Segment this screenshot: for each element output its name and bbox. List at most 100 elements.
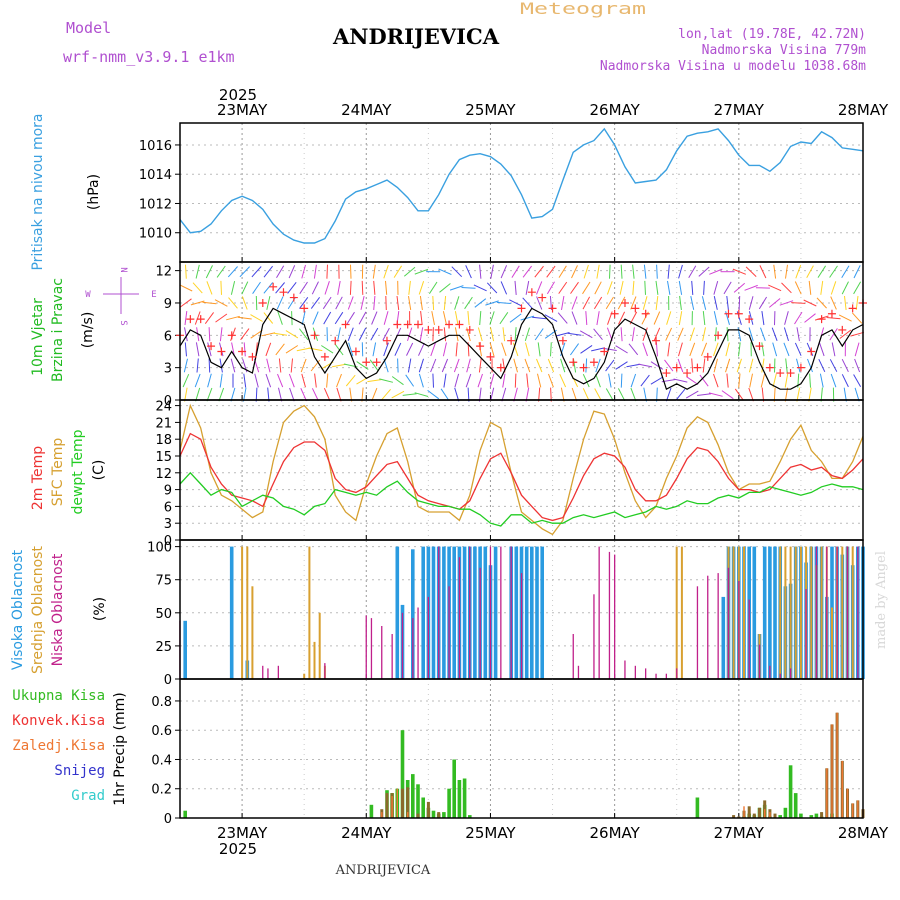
wind-arrow: [266, 295, 271, 310]
wind-gust-mark: [610, 309, 619, 318]
wind-gust-mark: [765, 363, 774, 372]
elevation-label: Nadmorska Visina 779m: [702, 43, 867, 58]
cloud-mid-bar: [784, 546, 787, 679]
wind-arrow: [585, 311, 588, 326]
wind-arrow: [287, 281, 297, 294]
wind-arrow: [567, 332, 582, 336]
cloud-low-bar: [520, 573, 523, 679]
wind-arrow: [442, 311, 447, 326]
wind-arrow: [632, 280, 635, 295]
wind-gust-mark: [238, 347, 247, 356]
wind-arrow: [733, 282, 746, 293]
pressure-panel: 1010 1012 1014 1016: [139, 122, 864, 263]
wind-arrow: [816, 297, 827, 309]
wind-compass: N W E S: [85, 267, 156, 325]
bottom-day-label: 28MAY: [838, 824, 889, 842]
wind-gust-mark: [848, 304, 857, 313]
wind-gust-mark: [289, 293, 298, 302]
wind-arrow: [205, 265, 213, 279]
wind-arrow: [179, 298, 192, 308]
precip-total-bar: [411, 774, 415, 818]
wind-arrow: [347, 296, 354, 310]
wind-gust-mark: [310, 331, 319, 340]
wind-arrow: [373, 295, 376, 310]
wind-gust-mark: [196, 315, 205, 324]
cloud-low-bar: [593, 594, 595, 679]
cloud-low-bar: [381, 626, 383, 679]
wind-arrow: [490, 264, 494, 279]
wind-arrow: [443, 327, 447, 342]
wind-arrow: [360, 295, 365, 310]
wind-arrow: [843, 387, 847, 402]
panel-frame: [179, 261, 864, 401]
wind-gust-mark: [734, 309, 743, 318]
wind-arrow: [275, 282, 285, 294]
wind-arrow: [525, 280, 530, 295]
footer-station: ANDRIJEVICA: [335, 863, 431, 878]
wind-arrow: [546, 265, 556, 278]
model-name: wrf-nmm_v3.9.1 e1km: [63, 48, 235, 66]
wind-arrow: [230, 280, 236, 295]
wind-arrow: [736, 358, 742, 373]
cloud-high-bar: [752, 546, 757, 679]
wind-arrow: [194, 311, 201, 325]
cloud-low-bar: [805, 589, 807, 679]
wind-arrow: [677, 327, 684, 341]
wind-arrow: [605, 388, 614, 401]
wind-gust-mark: [745, 315, 754, 324]
wind-arrow: [477, 327, 483, 342]
wind-arrow: [227, 266, 238, 278]
wind-arrow: [560, 387, 565, 402]
wind-arrow: [853, 374, 862, 387]
cloud-low-bar: [815, 546, 818, 679]
wind-arrow: [301, 373, 306, 388]
wind-arrow: [794, 311, 803, 325]
wind-gust-mark: [817, 315, 826, 324]
wind-arrow: [626, 363, 641, 368]
wind-arrow: [605, 296, 614, 310]
wind-gust-mark: [796, 363, 805, 372]
y-tick-label: 0.8: [151, 695, 172, 710]
wind-arrow: [591, 347, 606, 352]
wind-gust-mark: [589, 358, 598, 367]
wind-arrow: [478, 358, 482, 373]
wind-arrow: [195, 264, 200, 279]
wind-arrow: [709, 268, 723, 275]
wind-arrow: [829, 359, 838, 372]
cloud-mid-bar: [794, 546, 797, 679]
wind-arrow: [734, 388, 744, 401]
wind-arrow: [804, 313, 816, 323]
wind-gust-mark: [517, 304, 526, 313]
wind-arrow: [418, 342, 425, 356]
wind-arrow: [571, 387, 578, 402]
wind-arrow: [179, 284, 193, 292]
wind-arrow: [514, 280, 517, 295]
wind-arrow: [496, 301, 511, 304]
wind-arrow: [628, 343, 639, 356]
wind-arrow: [192, 282, 203, 294]
wind-arrow: [803, 299, 817, 307]
cloud-low-bar: [598, 546, 600, 679]
wind-arrow: [501, 342, 507, 357]
wind-arrow: [585, 358, 588, 373]
wind-arrow: [748, 311, 754, 325]
wind-arrow: [783, 327, 789, 342]
coords-label: lon,lat (19.78E, 42.72N): [678, 27, 866, 42]
precipitation-panel: 0 0.2 0.4 0.6 0.8: [151, 678, 865, 827]
cloud-mid-bar: [743, 546, 745, 679]
wind-arrow: [196, 358, 199, 373]
wind-arrow: [713, 280, 719, 295]
cloud-mid-bar: [308, 546, 311, 679]
wind-arrow: [428, 281, 438, 294]
wind-arrow: [524, 358, 531, 373]
wind-gust-mark: [248, 352, 257, 361]
cloud-high-bar: [535, 546, 539, 679]
wind-arrow: [702, 327, 706, 342]
wind-arrow: [323, 387, 331, 402]
wind-arrow: [509, 313, 522, 323]
wind-arrow: [310, 359, 321, 372]
precip-conv-bar: [385, 793, 389, 818]
wind-arrow: [667, 280, 671, 295]
cloud-high-bar: [395, 546, 400, 679]
